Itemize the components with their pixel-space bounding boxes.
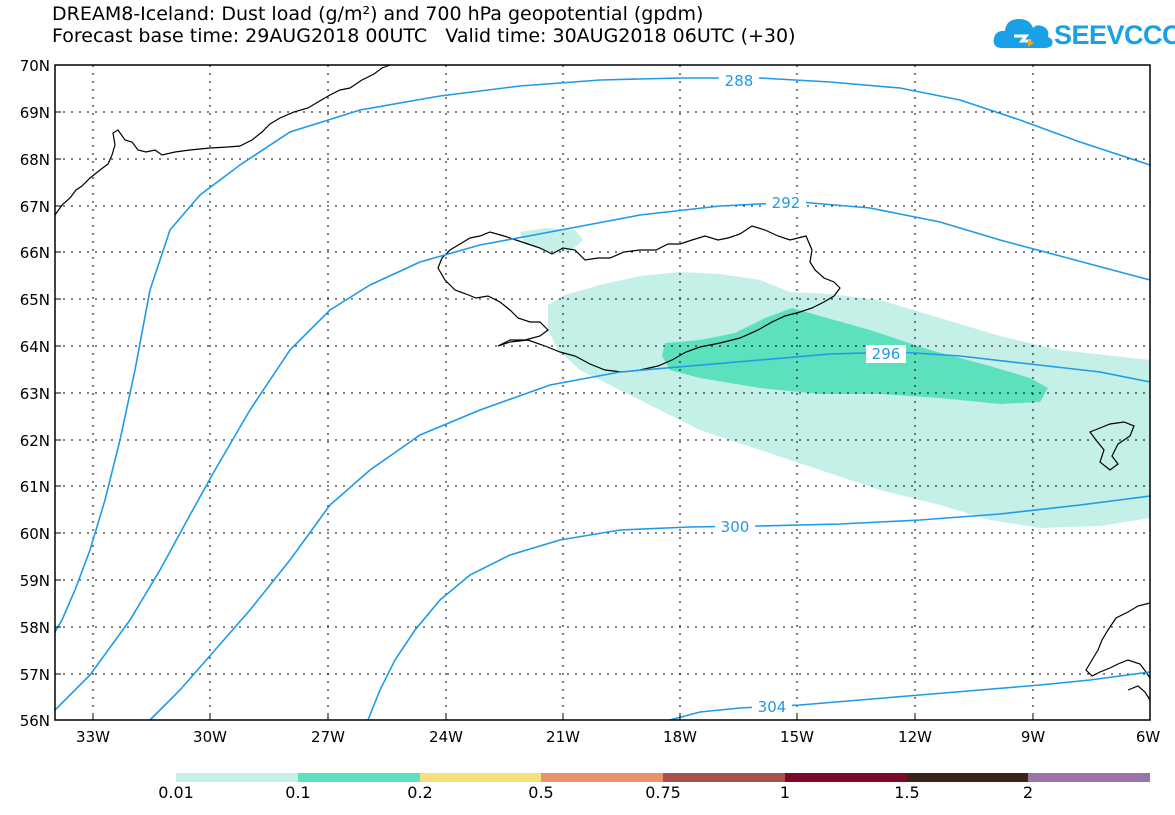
lat-label: 67N — [20, 198, 50, 216]
lon-label: 24W — [429, 728, 463, 746]
lat-label: 66N — [20, 244, 50, 262]
lat-label: 58N — [20, 619, 50, 637]
colorbar-cell — [907, 773, 1028, 782]
colorbar-label: 0.5 — [528, 783, 554, 802]
dust-region-medium — [662, 308, 1048, 404]
map-subtitle: Forecast base time: 29AUG2018 00UTC Vali… — [52, 25, 796, 47]
colorbar-cell — [1028, 773, 1150, 782]
contour-304 — [669, 671, 1151, 721]
contour-label-292: 292 — [772, 194, 801, 212]
colorbar-cell — [420, 773, 541, 782]
lon-label: 30W — [193, 728, 227, 746]
colorbar-cell — [785, 773, 907, 782]
lon-label: 21W — [546, 728, 580, 746]
lat-label: 60N — [20, 525, 50, 543]
contour-label-288: 288 — [725, 72, 754, 90]
lon-label: 33W — [76, 728, 110, 746]
tick-marks — [55, 64, 1034, 720]
colorbar-cell — [663, 773, 785, 782]
colorbar-label: 0.1 — [285, 783, 311, 802]
lat-label: 69N — [20, 104, 50, 122]
contour-288 — [54, 77, 1151, 633]
colorbar-label: 2 — [1022, 783, 1034, 802]
faroe-coast — [1089, 421, 1135, 471]
contour-296 — [149, 351, 1151, 721]
colorbar-label: 0.2 — [407, 783, 433, 802]
contour-300 — [367, 495, 1151, 721]
dust-region-light — [548, 272, 1150, 528]
lat-label: 56N — [20, 712, 50, 730]
lon-label: 9W — [1021, 728, 1046, 746]
lat-label: 61N — [20, 478, 50, 496]
map-title: DREAM8-Iceland: Dust load (g/m²) and 700… — [52, 3, 704, 25]
lon-label: 12W — [898, 728, 932, 746]
scotland-coast — [1085, 602, 1151, 679]
greenland-coast — [54, 64, 391, 216]
lat-label: 65N — [20, 291, 50, 309]
lon-label: 6W — [1136, 728, 1161, 746]
iceland-coast — [437, 225, 841, 373]
colorbar-label: 0.01 — [158, 783, 194, 802]
colorbar-cell — [298, 773, 420, 782]
colorbar-cell — [541, 773, 663, 782]
contour-label-300: 300 — [721, 518, 750, 536]
lon-label: 15W — [780, 728, 814, 746]
logo-text: SEEVCCC — [1054, 20, 1175, 50]
coastlines — [54, 64, 1151, 701]
contour-label-304: 304 — [758, 698, 787, 716]
lat-label: 62N — [20, 432, 50, 450]
lat-label: 59N — [20, 572, 50, 590]
lat-label: 70N — [20, 57, 50, 75]
contour-292 — [54, 201, 1151, 711]
lon-label: 27W — [311, 728, 345, 746]
lon-label: 18W — [663, 728, 697, 746]
hebrides-coast — [1127, 685, 1151, 701]
lat-label: 68N — [20, 151, 50, 169]
colorbar-label: 0.75 — [645, 783, 681, 802]
colorbar-label: 1 — [779, 783, 791, 802]
lat-label: 63N — [20, 385, 50, 403]
cloud-logo-icon — [993, 19, 1053, 48]
contour-label-296: 296 — [872, 345, 901, 363]
colorbar-label: 1.5 — [894, 783, 920, 802]
graticule — [55, 65, 1150, 720]
colorbar-cell — [176, 773, 298, 782]
lat-label: 57N — [20, 666, 50, 684]
geopotential-contours — [54, 77, 1151, 721]
seevccc-logo: SEEVCCC — [992, 10, 1175, 60]
lat-label: 64N — [20, 338, 50, 356]
